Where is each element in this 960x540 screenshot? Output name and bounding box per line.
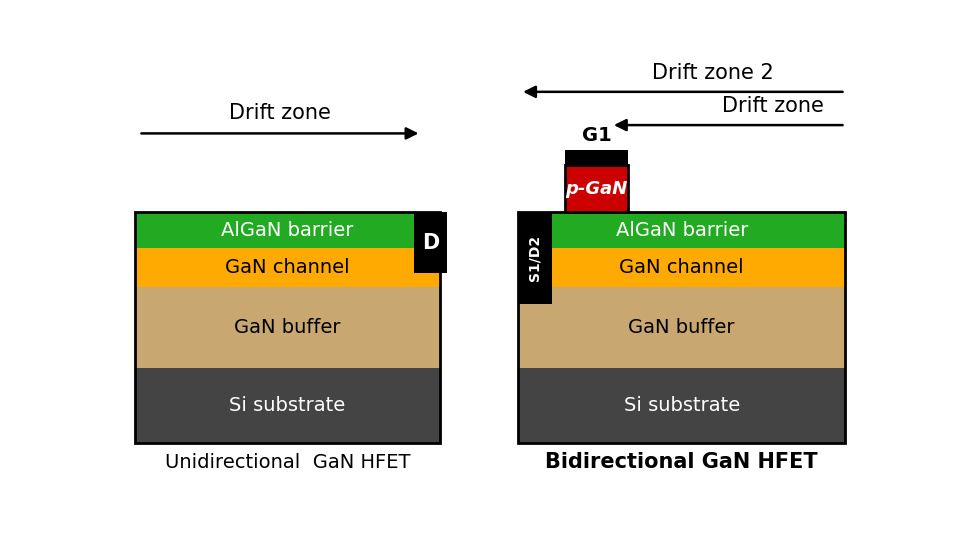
Bar — [518, 248, 846, 287]
Bar — [518, 368, 846, 443]
Text: GaN channel: GaN channel — [225, 258, 349, 277]
Bar — [564, 150, 628, 165]
Bar — [414, 212, 447, 273]
Text: Bidirectional GaN HFET: Bidirectional GaN HFET — [545, 453, 818, 472]
Text: Si substrate: Si substrate — [229, 396, 346, 415]
Text: S1/D2: S1/D2 — [528, 235, 541, 281]
Bar — [134, 212, 440, 443]
Bar — [518, 287, 846, 368]
Text: Drift zone: Drift zone — [229, 103, 331, 123]
Text: GaN buffer: GaN buffer — [234, 318, 341, 338]
Text: Drift zone: Drift zone — [722, 96, 824, 116]
Bar — [518, 212, 846, 248]
Bar — [518, 212, 846, 443]
Text: GaN channel: GaN channel — [619, 258, 744, 277]
Text: p-GaN: p-GaN — [565, 179, 628, 198]
Bar — [134, 248, 440, 287]
Text: D: D — [422, 233, 440, 253]
Text: G1: G1 — [582, 126, 612, 145]
Text: Drift zone 2: Drift zone 2 — [652, 63, 774, 83]
Text: GaN buffer: GaN buffer — [629, 318, 735, 338]
Text: AlGaN barrier: AlGaN barrier — [221, 220, 353, 240]
Bar — [518, 212, 551, 304]
Text: AlGaN barrier: AlGaN barrier — [615, 220, 748, 240]
Bar — [564, 165, 628, 212]
Text: Unidirectional  GaN HFET: Unidirectional GaN HFET — [165, 453, 410, 472]
Bar — [134, 368, 440, 443]
Text: Si substrate: Si substrate — [624, 396, 740, 415]
Bar — [134, 287, 440, 368]
Bar — [134, 212, 440, 248]
